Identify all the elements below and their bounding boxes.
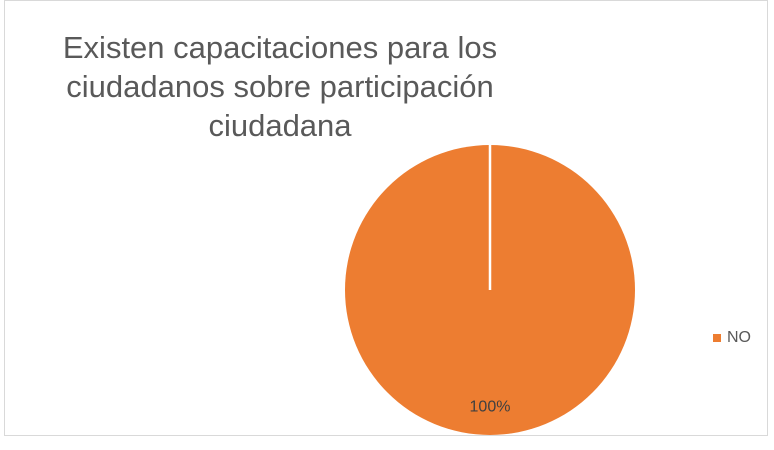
legend-swatch: [713, 334, 721, 342]
chart-frame: [4, 0, 768, 436]
legend-label: NO: [727, 329, 751, 346]
chart-title: Existen capacitaciones para los ciudadan…: [62, 30, 498, 143]
data-label: 100%: [470, 399, 511, 416]
